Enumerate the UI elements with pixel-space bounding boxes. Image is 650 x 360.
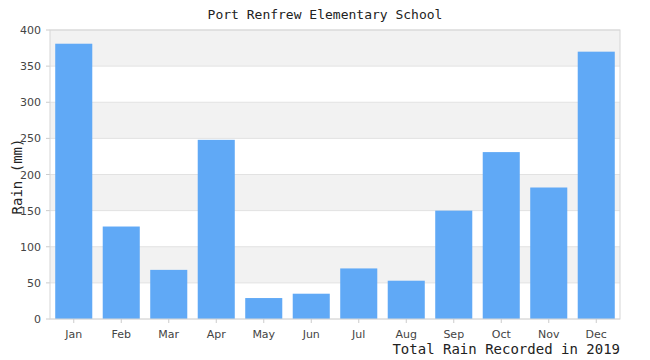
x-tick-label: Jul: [351, 328, 365, 341]
bar: [245, 298, 282, 319]
y-tick: [46, 246, 50, 247]
x-tick: [311, 319, 312, 323]
y-tick: [46, 282, 50, 283]
y-tick-label: 350: [20, 60, 41, 73]
x-tick-label: Dec: [586, 328, 607, 341]
bar: [530, 188, 567, 319]
y-tick: [46, 102, 50, 103]
chart-title: Port Renfrew Elementary School: [208, 7, 443, 22]
x-tick: [453, 319, 454, 323]
bar: [198, 140, 235, 319]
x-tick-label: Jun: [302, 328, 320, 341]
grid-line: [50, 66, 620, 67]
x-tick: [263, 319, 264, 323]
bars: [55, 44, 615, 319]
x-tick: [73, 319, 74, 323]
bar: [103, 227, 140, 319]
y-tick-label: 100: [20, 241, 41, 254]
y-tick-label: 50: [27, 277, 41, 290]
bar: [150, 270, 187, 319]
x-tick: [406, 319, 407, 323]
x-tick: [121, 319, 122, 323]
y-tick: [46, 319, 50, 320]
y-tick: [46, 210, 50, 211]
y-axis-label: Rain (mm): [9, 139, 25, 215]
y-tick-label: 300: [20, 96, 41, 109]
x-tick-label: Feb: [112, 328, 131, 341]
x-tick-label: Oct: [492, 328, 512, 341]
bar: [483, 152, 520, 319]
x-tick: [501, 319, 502, 323]
page: {"chart_data": {"type": "bar", "title": …: [0, 0, 650, 360]
x-tick: [168, 319, 169, 323]
grid-line: [50, 174, 620, 175]
x-tick-label: Sep: [443, 328, 464, 341]
y-tick-label: 400: [20, 24, 41, 37]
x-tick: [548, 319, 549, 323]
chart-svg: 050100150200250300350400JanFebMarAprMayJ…: [0, 0, 650, 360]
y-tick: [46, 174, 50, 175]
bar: [340, 268, 377, 319]
grid-band: [50, 30, 620, 66]
bar: [435, 211, 472, 319]
grid-band: [50, 102, 620, 138]
x-tick-label: Apr: [207, 328, 227, 341]
y-tick-label: 0: [34, 313, 41, 326]
x-tick-label: May: [252, 328, 275, 341]
y-tick: [46, 138, 50, 139]
chart-container: 050100150200250300350400JanFebMarAprMayJ…: [0, 0, 650, 360]
x-tick-label: Aug: [396, 328, 417, 341]
x-tick-label: Nov: [538, 328, 560, 341]
grid-line: [50, 138, 620, 139]
grid-line: [50, 102, 620, 103]
y-tick: [46, 30, 50, 31]
plot-frame: [50, 30, 620, 319]
bar: [293, 294, 330, 319]
x-tick: [358, 319, 359, 323]
x-tick: [596, 319, 597, 323]
x-tick: [216, 319, 217, 323]
bar: [55, 44, 92, 319]
x-tick-label: Mar: [158, 328, 179, 341]
plot-background: [50, 30, 620, 319]
x-axis-label: Total Rain Recorded in 2019: [392, 341, 620, 357]
bar: [388, 281, 425, 319]
y-tick: [46, 66, 50, 67]
x-tick-label: Jan: [64, 328, 82, 341]
bar: [578, 52, 615, 319]
